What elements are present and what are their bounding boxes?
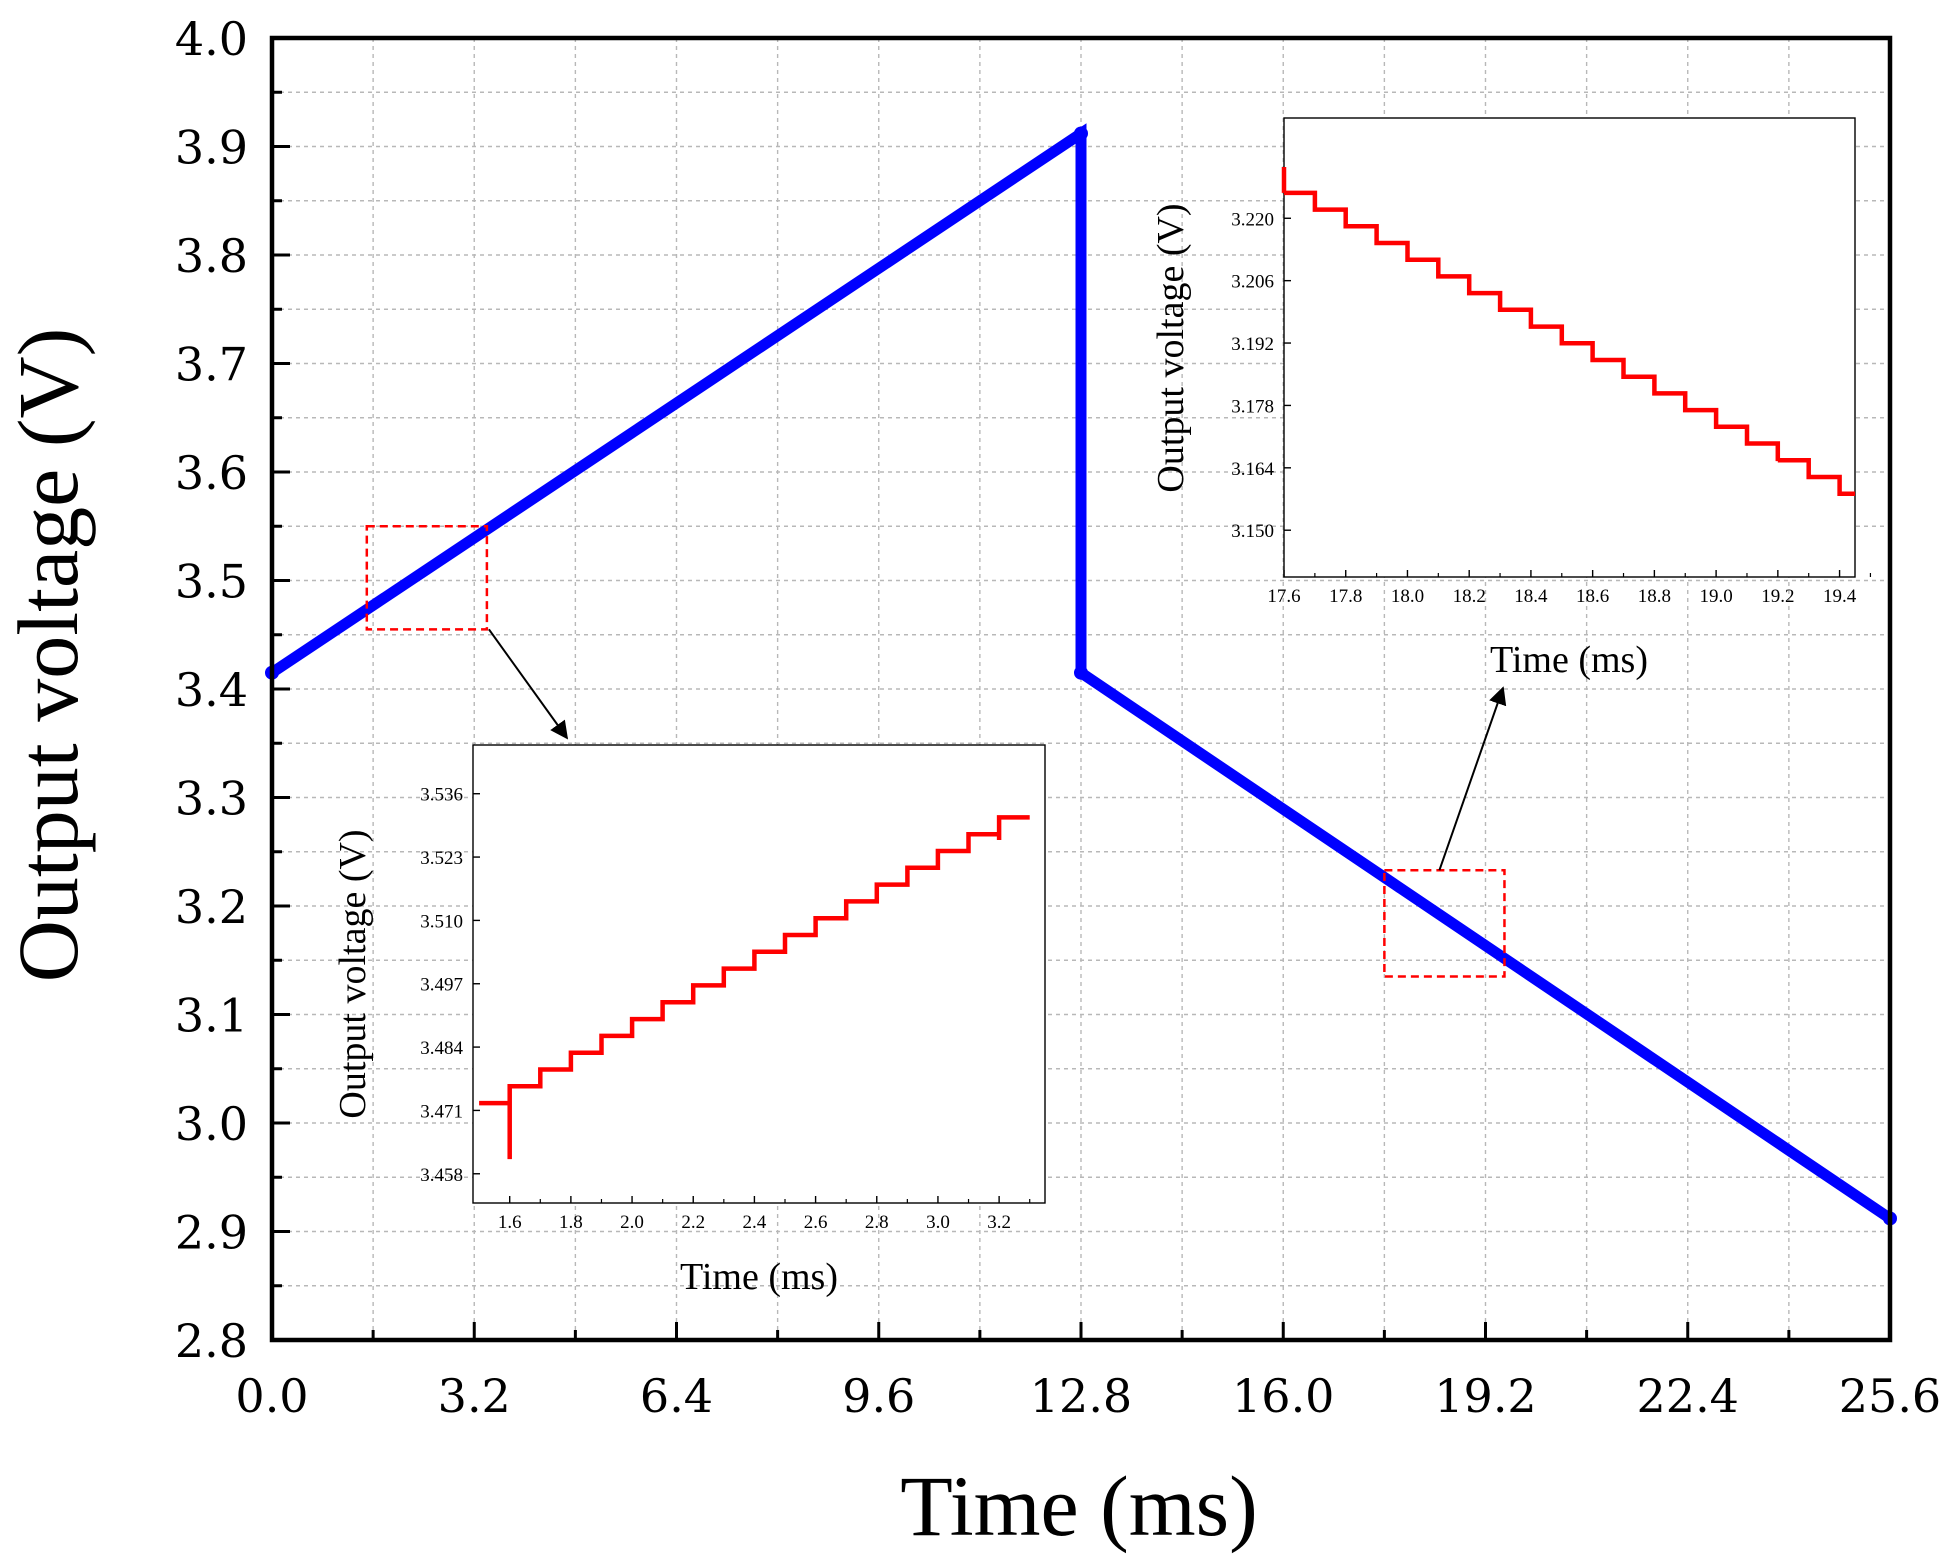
- y-tick-label: 3.5: [175, 555, 248, 609]
- y-tick-label: 4.0: [175, 12, 248, 66]
- inset-x-tick-label: 3.2: [987, 1212, 1011, 1233]
- inset-x-tick-label: 2.6: [804, 1212, 828, 1233]
- zoom-region-box-1: [365, 525, 489, 631]
- inset-x-tick-label: 2.0: [620, 1212, 644, 1233]
- inset-y-tick-label: 3.536: [420, 785, 463, 806]
- inset-x-axis-label: Time (ms): [1490, 639, 1648, 681]
- series-line-0: [268, 123, 1894, 1224]
- inset-step-series: [1284, 190, 1855, 496]
- y-tick-label: 3.0: [175, 1097, 248, 1151]
- x-tick-label: 25.6: [1839, 1369, 1941, 1423]
- x-tick-label: 22.4: [1637, 1369, 1739, 1423]
- inset-y-tick-label: 3.497: [420, 975, 463, 996]
- y-tick-label: 3.8: [175, 229, 248, 283]
- inset-frame: [472, 744, 1046, 1204]
- series-point: [1074, 665, 1088, 680]
- inset-x-tick-label: 19.4: [1823, 586, 1857, 607]
- zoom-arrow-2: [1438, 686, 1507, 871]
- inset-x-tick-label: 2.8: [865, 1212, 889, 1233]
- inset-y-tick-label: 3.220: [1231, 209, 1274, 230]
- inset-x-tick-label: 17.6: [1267, 586, 1300, 607]
- y-tick-label: 3.6: [175, 446, 248, 500]
- inset-y-tick-label: 3.164: [1231, 459, 1274, 480]
- inset-x-tick-label: 1.8: [559, 1212, 583, 1233]
- inset-x-tick-label: 18.8: [1638, 586, 1671, 607]
- inset-x-tick-label: 2.2: [681, 1212, 705, 1233]
- inset-y-tick-label: 3.192: [1231, 334, 1274, 355]
- x-tick-label: 0.0: [235, 1369, 308, 1423]
- x-tick-label: 6.4: [640, 1369, 713, 1423]
- zoom-region-box-2: [1383, 868, 1506, 978]
- inset-y-tick-label: 3.206: [1231, 272, 1274, 293]
- y-tick-label: 3.9: [175, 121, 248, 175]
- y-tick-label: 3.3: [175, 772, 248, 826]
- x-tick-label: 3.2: [438, 1369, 511, 1423]
- inset-x-tick-label: 19.0: [1699, 586, 1732, 607]
- x-tick-label: 19.2: [1434, 1369, 1536, 1423]
- x-tick-label: 12.8: [1030, 1369, 1132, 1423]
- inset-y-tick-label: 3.523: [420, 848, 463, 869]
- inset-chart-1: 1.6 1.8 2.0 2.2 2.4 2.6 2.8 3.0 3.2 3.458 3.471 3.4…: [332, 744, 1046, 1298]
- inset-y-tick-label: 3.510: [420, 911, 463, 932]
- inset-x-tick-label: 18.4: [1514, 586, 1548, 607]
- inset-y-axis-label: Output voltage (V): [1150, 203, 1192, 492]
- inset-x-tick-label: 2.4: [743, 1212, 767, 1233]
- inset-step-series: [479, 815, 1030, 1160]
- inset-x-tick-label: 18.2: [1453, 586, 1486, 607]
- main-ticks: 0.0 3.2 6.4 9.6 12.8 16.0 19.2 22.4 25.6 2.8 2.9 3.…: [175, 12, 1941, 1423]
- inset-y-tick-label: 3.484: [420, 1038, 463, 1059]
- main-y-axis-label: Output voltage (V): [0, 328, 96, 982]
- zoom-arrows: [488, 628, 1507, 871]
- inset-x-tick-label: 3.0: [926, 1212, 950, 1233]
- inset-y-tick-label: 3.178: [1231, 396, 1274, 417]
- inset-y-tick-label: 3.150: [1231, 521, 1274, 542]
- x-tick-label: 9.6: [842, 1369, 915, 1423]
- inset-frame: [1283, 117, 1856, 578]
- zoom-arrow-1: [488, 628, 569, 740]
- series-point: [1074, 126, 1088, 141]
- y-tick-label: 3.4: [175, 663, 248, 717]
- y-tick-label: 2.8: [175, 1314, 248, 1368]
- y-tick-label: 2.9: [175, 1206, 248, 1260]
- y-tick-label: 3.1: [175, 989, 248, 1043]
- main-series: [265, 123, 1897, 1226]
- inset-x-tick-label: 18.6: [1576, 586, 1609, 607]
- inset-x-tick-label: 1.6: [498, 1212, 522, 1233]
- main-zoom-regions: [365, 525, 1506, 978]
- main-x-axis-label: Time (ms): [900, 1458, 1258, 1554]
- inset-x-axis-label: Time (ms): [680, 1256, 838, 1298]
- x-tick-label: 16.0: [1232, 1369, 1334, 1423]
- inset-y-axis-label: Output voltage (V): [332, 829, 374, 1118]
- inset-chart-2: 17.6 17.8 18.0 18.2 18.4 18.6 18.8 19.0 19.2 19.4…: [1150, 117, 1872, 681]
- y-tick-label: 3.2: [175, 880, 248, 934]
- inset-x-tick-label: 17.8: [1329, 586, 1362, 607]
- y-tick-label: 3.7: [175, 338, 248, 392]
- inset-y-tick-label: 3.471: [420, 1101, 463, 1122]
- inset-y-tick-label: 3.458: [420, 1165, 463, 1186]
- inset-x-tick-label: 19.2: [1761, 586, 1794, 607]
- inset-x-tick-label: 18.0: [1391, 586, 1424, 607]
